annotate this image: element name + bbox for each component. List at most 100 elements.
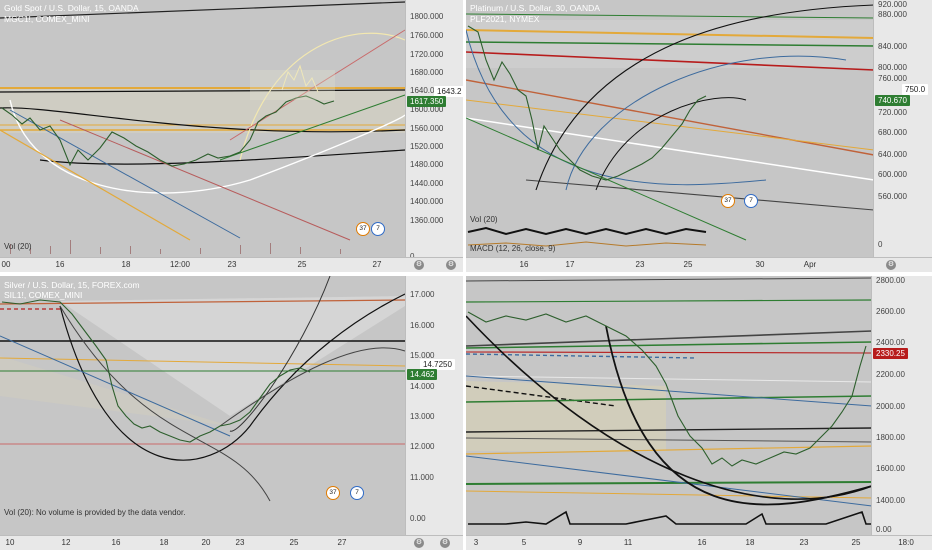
price-tick: 1560.000 xyxy=(410,124,444,133)
time-tick: 20 xyxy=(201,538,211,547)
price-tick: 560.000 xyxy=(878,192,907,201)
price-tick: 920.000 xyxy=(878,0,907,9)
event-marker[interactable]: 37 xyxy=(721,194,735,208)
volume-label: Vol (20) xyxy=(470,215,498,224)
price-tick: 1800.000 xyxy=(410,12,444,21)
time-tick: 27 xyxy=(372,260,382,269)
time-tick: 25 xyxy=(289,538,299,547)
time-tick: 25 xyxy=(683,260,693,269)
price-badge: 1643.2 xyxy=(434,86,463,97)
last-price-badge: 2330.25 xyxy=(873,348,908,359)
gear-icon[interactable]: ⚙ xyxy=(886,260,896,270)
time-tick: 9 xyxy=(577,538,583,547)
gold-chart-canvas[interactable] xyxy=(0,0,463,272)
time-tick: 16 xyxy=(519,260,529,269)
time-tick: 18 xyxy=(159,538,169,547)
price-tick: 800.000 xyxy=(878,63,907,72)
price-tick: 1720.000 xyxy=(410,50,444,59)
price-tick: 13.000 xyxy=(410,412,435,421)
price-tick: 1600.000 xyxy=(410,105,444,114)
price-tick: 1760.000 xyxy=(410,31,444,40)
price-tick: 17.000 xyxy=(410,290,435,299)
time-axis[interactable]: 3 5 9 11 16 18 23 25 18:0 xyxy=(466,535,932,550)
chart-pane-gold[interactable]: Gold Spot / U.S. Dollar, 15, OANDA MGC1!… xyxy=(0,0,463,272)
price-tick: 1640.000 xyxy=(410,86,444,95)
time-tick: 11 xyxy=(623,538,633,547)
price-tick: 2200.00 xyxy=(876,370,905,379)
time-tick: 18 xyxy=(745,538,755,547)
chart-pane-silver[interactable]: Silver / U.S. Dollar, 15, FOREX.com SIL1… xyxy=(0,276,463,550)
time-tick: Apr xyxy=(803,260,817,269)
price-badge: 750.0 xyxy=(902,84,929,95)
price-tick: 0.00 xyxy=(876,525,892,534)
chart-title: Platinum / U.S. Dollar, 30, OANDA xyxy=(470,3,600,13)
price-tick: 14.000 xyxy=(410,382,435,391)
event-marker[interactable]: 37 xyxy=(356,222,370,236)
event-marker[interactable]: 37 xyxy=(326,486,340,500)
time-axis[interactable]: 10 12 16 18 20 23 25 27 ⚙ ⚙ xyxy=(0,535,463,550)
macd-label: MACD (12, 26, close, 9) xyxy=(470,244,556,253)
chart-title: Silver / U.S. Dollar, 15, FOREX.com xyxy=(4,280,140,290)
gear-icon[interactable]: ⚙ xyxy=(414,538,424,548)
time-tick: 25 xyxy=(297,260,307,269)
price-tick: 2600.00 xyxy=(876,307,905,316)
price-tick: 1600.00 xyxy=(876,464,905,473)
time-axis[interactable]: 16 17 23 25 30 Apr ⚙ xyxy=(466,257,932,272)
price-axis[interactable]: 17.000 16.000 15.000 14.000 13.000 12.00… xyxy=(405,276,463,536)
event-marker[interactable]: 7 xyxy=(744,194,758,208)
time-tick: 00 xyxy=(1,260,11,269)
price-tick: 1440.000 xyxy=(410,179,444,188)
time-tick: 23 xyxy=(799,538,809,547)
time-tick: 10 xyxy=(5,538,15,547)
gear-icon[interactable]: ⚙ xyxy=(440,538,450,548)
time-tick: 17 xyxy=(565,260,575,269)
price-tick: 15.000 xyxy=(410,351,435,360)
price-tick: 840.000 xyxy=(878,42,907,51)
chart-subtitle: MGC1!, COMEX_MINI xyxy=(4,14,90,24)
price-tick: 12.000 xyxy=(410,442,435,451)
price-tick: 1800.00 xyxy=(876,433,905,442)
price-tick: 2000.00 xyxy=(876,402,905,411)
chart-canvas-4[interactable] xyxy=(466,276,932,550)
chart-pane-4[interactable]: 37 2800.00 2600.00 2400.00 2200.00 2000.… xyxy=(466,276,932,550)
chart-pane-platinum[interactable]: Platinum / U.S. Dollar, 30, OANDA PLF202… xyxy=(466,0,932,272)
price-tick: 680.000 xyxy=(878,128,907,137)
price-axis[interactable]: 1800.000 1760.000 1720.000 1680.000 1600… xyxy=(405,0,463,261)
price-tick: 1680.000 xyxy=(410,68,444,77)
event-marker[interactable]: 7 xyxy=(350,486,364,500)
price-tick: 880.000 xyxy=(878,10,907,19)
price-axis[interactable]: 2800.00 2600.00 2400.00 2200.00 2000.00 … xyxy=(871,276,932,536)
time-axis[interactable]: 00 16 18 12:00 23 25 27 ⚙ ⚙ xyxy=(0,257,463,272)
price-badge: 14.7250 xyxy=(420,359,455,370)
time-tick: 27 xyxy=(337,538,347,547)
price-tick: 0 xyxy=(878,240,883,249)
platinum-chart-canvas[interactable] xyxy=(466,0,932,272)
volume-label: Vol (20): No volume is provided by the d… xyxy=(4,508,186,517)
time-tick: 5 xyxy=(521,538,527,547)
price-axis[interactable]: 920.000 880.000 840.000 800.000 720.000 … xyxy=(873,0,932,258)
price-tick: 1400.000 xyxy=(410,197,444,206)
gear-icon[interactable]: ⚙ xyxy=(414,260,424,270)
event-marker[interactable]: 7 xyxy=(371,222,385,236)
price-tick: 1480.000 xyxy=(410,160,444,169)
time-tick: 23 xyxy=(635,260,645,269)
gear-icon[interactable]: ⚙ xyxy=(446,260,456,270)
volume-label: Vol (20) xyxy=(4,242,32,251)
time-tick: 25 xyxy=(851,538,861,547)
chart-subtitle: SIL1!, COMEX_MINI xyxy=(4,290,83,300)
time-tick: 12 xyxy=(61,538,71,547)
price-tick: 1520.000 xyxy=(410,142,444,151)
price-tick: 600.000 xyxy=(878,170,907,179)
price-tick: 640.000 xyxy=(878,150,907,159)
time-tick: 16 xyxy=(697,538,707,547)
price-tick: 1400.00 xyxy=(876,496,905,505)
last-price-badge: 1617.350 xyxy=(407,96,447,107)
silver-chart-canvas[interactable] xyxy=(0,276,463,550)
time-tick: 3 xyxy=(473,538,479,547)
time-tick: 23 xyxy=(235,538,245,547)
time-tick: 18 xyxy=(121,260,131,269)
price-tick: 11.000 xyxy=(410,473,434,482)
time-tick: 30 xyxy=(755,260,765,269)
chart-title: Gold Spot / U.S. Dollar, 15, OANDA xyxy=(4,3,139,13)
last-price-badge: 740.670 xyxy=(875,95,910,106)
